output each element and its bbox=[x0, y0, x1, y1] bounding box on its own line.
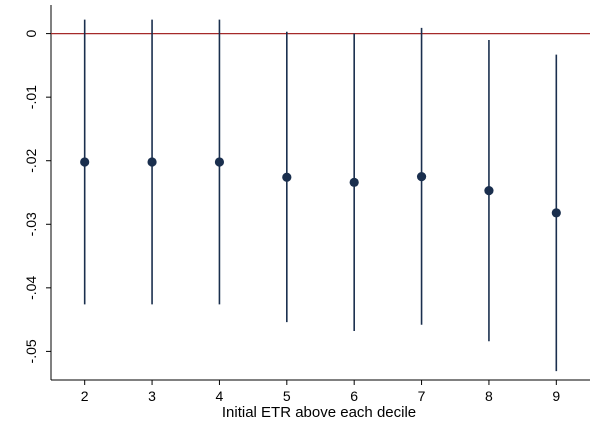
point-estimate bbox=[282, 172, 292, 182]
x-tick-label: 6 bbox=[350, 388, 358, 404]
y-tick-label: 0 bbox=[23, 30, 39, 38]
x-axis: 2 3 4 5 6 7 8 9 bbox=[51, 379, 590, 404]
x-tick-label: 2 bbox=[81, 388, 89, 404]
y-tick-label: -.05 bbox=[23, 339, 39, 363]
x-tick-label: 3 bbox=[148, 388, 156, 404]
estimates-series bbox=[80, 19, 561, 372]
x-tick-label: 5 bbox=[283, 388, 291, 404]
y-axis: 0 -.01 -.02 -.03 -.04 -.05 bbox=[23, 5, 52, 380]
point-estimate bbox=[484, 185, 494, 196]
x-tick-label: 4 bbox=[216, 388, 224, 404]
point-estimate bbox=[416, 172, 427, 182]
point-estimate bbox=[214, 157, 225, 167]
y-tick-label: -.04 bbox=[23, 276, 39, 300]
point-estimate bbox=[147, 157, 157, 167]
y-tick-label: -.03 bbox=[23, 212, 39, 236]
point-estimate bbox=[551, 208, 561, 218]
x-tick-label: 8 bbox=[485, 388, 493, 404]
x-tick-label: 7 bbox=[418, 388, 426, 404]
y-tick-label: -.02 bbox=[23, 148, 39, 172]
x-axis-title: Initial ETR above each decile bbox=[222, 404, 416, 421]
point-estimate bbox=[80, 157, 90, 167]
y-tick-label: -.01 bbox=[23, 85, 39, 109]
x-tick-label: 9 bbox=[552, 388, 560, 404]
point-estimate bbox=[349, 177, 359, 187]
